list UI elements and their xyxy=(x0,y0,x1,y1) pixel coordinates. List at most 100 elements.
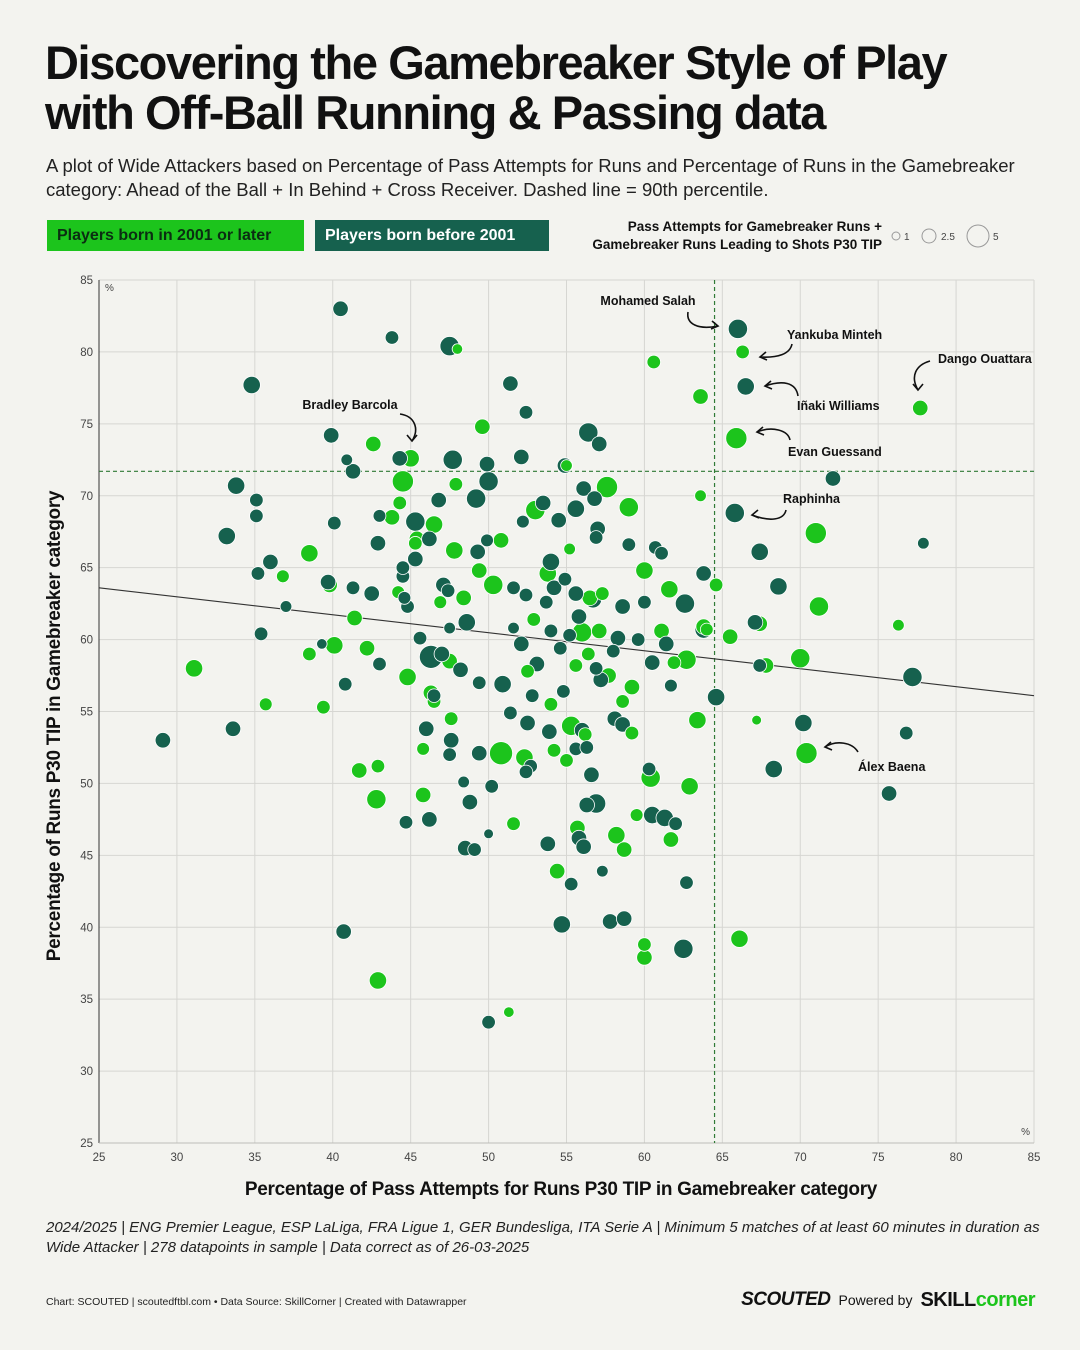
player-point[interactable] xyxy=(442,449,463,470)
player-point[interactable] xyxy=(471,745,488,762)
player-point[interactable] xyxy=(666,655,682,670)
player-point[interactable] xyxy=(769,577,788,596)
player-point[interactable] xyxy=(424,515,444,534)
player-point[interactable] xyxy=(327,515,342,531)
player-point[interactable] xyxy=(467,842,482,857)
player-point[interactable] xyxy=(637,594,652,610)
player-point[interactable] xyxy=(455,589,472,607)
player-point[interactable] xyxy=(344,463,362,480)
player-point[interactable] xyxy=(899,725,914,741)
player-point[interactable] xyxy=(253,626,269,642)
player-point[interactable] xyxy=(483,828,494,840)
player-point[interactable] xyxy=(673,938,694,959)
player-point[interactable] xyxy=(489,741,514,766)
player-point[interactable] xyxy=(615,694,630,709)
player-point[interactable] xyxy=(492,532,510,549)
player-point[interactable] xyxy=(520,664,535,679)
player-point[interactable] xyxy=(416,742,430,756)
player-point[interactable] xyxy=(680,777,699,796)
player-point[interactable] xyxy=(276,569,290,584)
player-point[interactable] xyxy=(824,470,842,487)
player-point[interactable] xyxy=(506,816,521,831)
player-point[interactable] xyxy=(358,640,376,657)
player-point[interactable] xyxy=(614,716,631,733)
player-point[interactable] xyxy=(518,764,534,780)
player-point[interactable] xyxy=(706,688,726,707)
player-point[interactable] xyxy=(224,720,242,737)
player-point[interactable] xyxy=(433,645,450,663)
player-point-mohamed-salah[interactable] xyxy=(727,318,748,339)
player-point[interactable] xyxy=(539,835,556,852)
player-point[interactable] xyxy=(750,542,769,561)
player-point[interactable] xyxy=(567,585,584,602)
player-point[interactable] xyxy=(746,614,764,631)
player-point[interactable] xyxy=(525,688,540,703)
player-point[interactable] xyxy=(588,661,604,676)
player-point[interactable] xyxy=(443,732,460,749)
player-point[interactable] xyxy=(323,427,340,444)
player-point[interactable] xyxy=(466,488,487,509)
player-point[interactable] xyxy=(472,675,487,690)
player-point[interactable] xyxy=(249,508,264,524)
player-point[interactable] xyxy=(518,587,534,603)
player-point[interactable] xyxy=(480,533,494,548)
player-point[interactable] xyxy=(654,546,669,561)
legend-old[interactable]: Players born before 2001 xyxy=(315,220,549,251)
player-point[interactable] xyxy=(695,565,712,582)
player-point[interactable] xyxy=(519,714,536,732)
player-point[interactable] xyxy=(559,753,574,768)
player-point[interactable] xyxy=(596,476,619,499)
player-point[interactable] xyxy=(335,923,352,940)
player-point[interactable] xyxy=(541,723,558,740)
player-point[interactable] xyxy=(414,786,432,804)
player-point[interactable] xyxy=(575,838,592,855)
player-point[interactable] xyxy=(506,580,521,596)
player-point[interactable] xyxy=(443,711,459,726)
player-point[interactable] xyxy=(471,562,488,579)
player-point[interactable] xyxy=(563,876,579,892)
player-point[interactable] xyxy=(242,375,261,395)
player-point[interactable] xyxy=(368,971,388,990)
player-point[interactable] xyxy=(578,422,599,443)
player-point[interactable] xyxy=(526,612,541,627)
player-point[interactable] xyxy=(395,560,411,575)
player-point[interactable] xyxy=(443,621,456,635)
player-point[interactable] xyxy=(616,910,633,927)
player-point[interactable] xyxy=(507,621,520,635)
player-point[interactable] xyxy=(601,913,619,930)
player-point[interactable] xyxy=(595,586,610,601)
player-point[interactable] xyxy=(448,477,464,492)
player-point[interactable] xyxy=(457,775,470,789)
player-point[interactable] xyxy=(534,494,552,512)
player-point[interactable] xyxy=(392,495,407,511)
player-point[interactable] xyxy=(249,492,264,508)
player-point[interactable] xyxy=(614,598,631,615)
player-point[interactable] xyxy=(562,628,577,643)
player-point[interactable] xyxy=(445,541,464,560)
player-point[interactable] xyxy=(227,476,246,495)
player-point[interactable] xyxy=(917,536,930,550)
player-point[interactable] xyxy=(408,536,423,551)
player-point[interactable] xyxy=(630,632,646,647)
player-point[interactable] xyxy=(469,543,486,560)
player-point[interactable] xyxy=(451,343,464,355)
player-point[interactable] xyxy=(493,675,512,694)
player-point[interactable] xyxy=(579,740,594,755)
player-point[interactable] xyxy=(258,697,273,712)
player-point[interactable] xyxy=(578,796,595,814)
player-point[interactable] xyxy=(513,448,530,466)
player-point[interactable] xyxy=(644,654,661,671)
player-point[interactable] xyxy=(583,766,600,783)
player-point[interactable] xyxy=(751,714,762,726)
player-point[interactable] xyxy=(624,725,640,741)
player-point[interactable] xyxy=(397,591,412,605)
player-point[interactable] xyxy=(340,453,354,467)
player-point[interactable] xyxy=(566,499,585,518)
player-point[interactable] xyxy=(430,491,447,509)
player-point[interactable] xyxy=(794,713,813,733)
player-point[interactable] xyxy=(332,300,349,317)
player-point[interactable] xyxy=(513,635,530,653)
player-point[interactable] xyxy=(752,658,767,673)
player-point[interactable] xyxy=(616,841,633,858)
player-point[interactable] xyxy=(660,580,679,599)
